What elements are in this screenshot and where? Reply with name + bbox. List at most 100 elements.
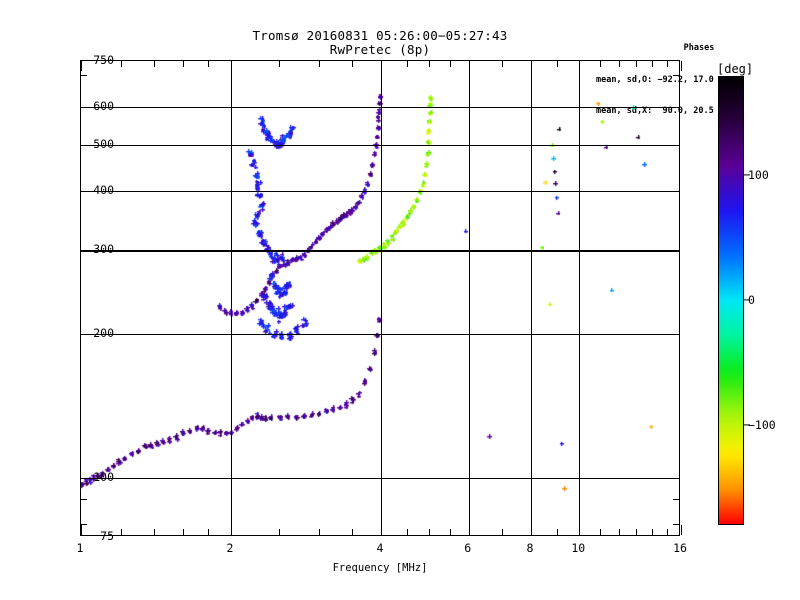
x-axis-tick xyxy=(182,529,184,535)
x-axis-tick xyxy=(579,525,581,535)
x-axis-tick xyxy=(381,525,383,535)
x-axis-tick xyxy=(279,529,281,535)
x-axis-tick xyxy=(120,529,122,535)
colorbar-tick xyxy=(744,174,750,176)
gridline-x xyxy=(531,61,533,535)
gridline-x xyxy=(468,61,470,535)
y-axis-tick xyxy=(81,523,87,525)
y-axis-tick xyxy=(81,107,91,109)
x-axis-tick xyxy=(667,61,669,67)
x-axis-title: Frequency [MHz] xyxy=(332,562,428,574)
x-axis-tick xyxy=(318,61,320,67)
x-axis-tick xyxy=(352,529,354,535)
x-axis-tick xyxy=(681,61,683,71)
x-axis-tick xyxy=(81,61,83,71)
y-axis-tick-label: 600 xyxy=(93,99,114,114)
x-axis-tick xyxy=(381,61,383,71)
x-axis-tick xyxy=(636,61,638,67)
y-axis-tick xyxy=(669,107,679,109)
y-axis-tick xyxy=(669,250,679,252)
y-axis-tick xyxy=(669,334,679,336)
x-axis-tick-label: 8 xyxy=(526,541,534,555)
gridline-y xyxy=(81,477,679,479)
y-axis-tick xyxy=(81,477,91,479)
plot-area xyxy=(80,60,683,537)
x-axis-tick xyxy=(449,529,452,535)
colorbar-tick xyxy=(744,424,750,426)
x-axis-tick xyxy=(231,525,233,535)
y-axis-tick-label: 500 xyxy=(93,136,114,151)
gridline-y xyxy=(81,190,679,193)
colorbar-unit-label: [deg] xyxy=(716,62,755,76)
x-axis-tick xyxy=(153,529,155,535)
x-axis-tick xyxy=(182,61,184,67)
y-axis-tick xyxy=(669,190,679,193)
y-axis-tick-label: 400 xyxy=(93,182,114,197)
x-axis-tick xyxy=(318,529,320,535)
colorbar-tick-label: −100 xyxy=(748,418,776,432)
x-axis-tick xyxy=(429,61,431,67)
y-axis-tick xyxy=(673,523,679,525)
x-axis-tick-label: 10 xyxy=(571,541,586,555)
x-axis-tick xyxy=(231,61,233,71)
x-axis-tick xyxy=(208,61,210,67)
x-axis-tick xyxy=(556,61,558,67)
y-axis-tick xyxy=(81,75,87,77)
y-axis-tick-label: 750 xyxy=(93,53,114,67)
x-axis-tick xyxy=(502,61,504,67)
colorbar-tick-label: 0 xyxy=(748,293,755,307)
x-axis-tick xyxy=(652,529,654,535)
x-axis-tick xyxy=(599,529,602,535)
x-axis-tick xyxy=(468,525,470,535)
y-axis-tick xyxy=(673,75,679,77)
page-subtitle: RwPretec (8p) xyxy=(329,42,431,57)
y-axis-tick xyxy=(81,499,87,501)
x-axis-tick xyxy=(652,61,654,67)
colorbar-tick xyxy=(744,299,750,301)
x-axis-tick xyxy=(579,61,581,71)
gridline-x xyxy=(381,61,383,535)
y-axis-tick xyxy=(81,334,91,336)
y-axis-tick-label: 300 xyxy=(93,242,114,257)
gridline-y xyxy=(81,334,679,336)
x-axis-tick xyxy=(81,525,83,535)
y-axis-tick xyxy=(81,250,91,252)
x-axis-tick xyxy=(531,61,533,71)
y-axis-tick xyxy=(81,190,91,193)
x-axis-tick-label: 4 xyxy=(376,541,384,555)
x-axis-tick-label: 6 xyxy=(464,541,472,555)
x-axis-tick xyxy=(406,529,408,535)
x-axis-tick xyxy=(502,529,504,535)
colorbar-gradient xyxy=(718,75,744,525)
gridline-y xyxy=(81,144,679,146)
x-axis-tick xyxy=(599,61,602,67)
y-axis-tick xyxy=(669,144,679,146)
x-axis-tick xyxy=(120,61,122,67)
x-axis-tick xyxy=(429,529,431,535)
gridline-y xyxy=(81,250,679,252)
y-axis-tick xyxy=(81,144,91,146)
gridline-y xyxy=(81,107,679,109)
y-axis-tick xyxy=(669,477,679,479)
x-axis-tick-label: 1 xyxy=(76,541,84,555)
y-axis-tick-label: 200 xyxy=(93,326,114,341)
x-axis-tick xyxy=(208,529,210,535)
x-axis-tick xyxy=(449,61,452,67)
y-axis-tick-label: 100 xyxy=(93,469,114,484)
y-axis-tick xyxy=(673,499,679,501)
x-axis-tick xyxy=(406,61,408,67)
x-axis-tick xyxy=(279,61,281,67)
x-axis-tick xyxy=(153,61,155,67)
x-axis-tick-label: 2 xyxy=(226,541,234,555)
x-axis-tick xyxy=(556,529,558,535)
colorbar-tick-label: 100 xyxy=(748,168,769,182)
phase-stats-header: Phases xyxy=(683,43,715,53)
x-axis-tick xyxy=(681,525,683,535)
x-axis-tick xyxy=(468,61,470,71)
x-axis-tick xyxy=(352,61,354,67)
x-axis-tick xyxy=(618,61,620,67)
colorbar xyxy=(718,75,744,525)
gridline-x xyxy=(231,61,233,535)
x-axis-tick xyxy=(667,529,669,535)
